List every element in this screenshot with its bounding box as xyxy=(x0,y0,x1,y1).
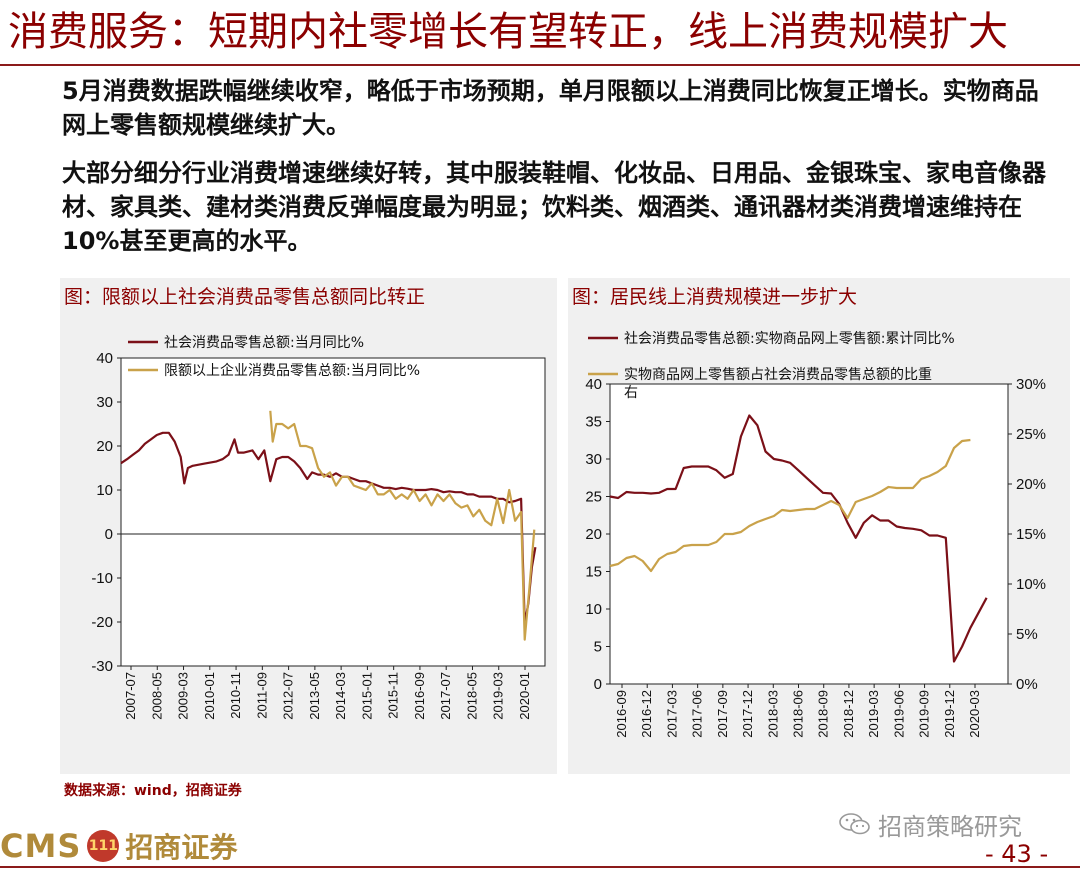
y-tick-label: 30 xyxy=(585,451,602,468)
x-tick-label: 2017-03 xyxy=(664,690,679,738)
legend-label: 实物商品网上零售额占社会消费品零售总额的比重 xyxy=(624,367,932,383)
x-tick-label: 2014-03 xyxy=(333,672,348,720)
x-tick-label: 2013-05 xyxy=(307,672,322,720)
legend-label: 右 xyxy=(624,385,638,401)
plot-area xyxy=(609,383,1009,685)
x-tick-label: 2020-03 xyxy=(967,690,982,738)
x-tick-label: 2018-12 xyxy=(841,690,856,738)
y2-tick-label: 5% xyxy=(1016,626,1038,643)
x-tick-label: 2007-07 xyxy=(123,672,138,720)
y-tick-label: 40 xyxy=(96,350,113,367)
x-tick-label: 2016-09 xyxy=(412,672,427,720)
data-source: 数据来源：wind，招商证券 xyxy=(64,783,242,799)
x-tick-label: 2017-07 xyxy=(438,672,453,720)
x-tick-label: 2015-11 xyxy=(386,672,401,719)
x-tick-label: 2011-09 xyxy=(254,672,269,719)
logo-cn: 招商证券 xyxy=(125,831,238,864)
x-tick-label: 2012-07 xyxy=(281,672,296,720)
paragraph-summary: 5月消费数据跌幅继续收窄，略低于市场预期，单月限额以上消费同比恢复正增长。实物商… xyxy=(62,77,1039,139)
y2-tick-label: 15% xyxy=(1016,526,1046,543)
legend-label: 限额以上企业消费品零售总额:当月同比% xyxy=(164,362,420,379)
x-tick-label: 2017-06 xyxy=(690,690,705,738)
series-line-online-share xyxy=(609,438,971,573)
x-tick-label: 2017-12 xyxy=(740,690,755,738)
y-tick-label: 0 xyxy=(105,526,113,543)
x-tick-label: 2018-09 xyxy=(816,690,831,738)
x-tick-label: 2019-06 xyxy=(891,690,906,738)
y2-tick-label: 20% xyxy=(1016,476,1046,493)
paragraph-details: 大部分细分行业消费增速继续好转，其中服装鞋帽、化妆品、日用品、金银珠宝、家电音像… xyxy=(62,159,1046,255)
x-tick-label: 2019-12 xyxy=(942,690,957,738)
y-tick-label: 20 xyxy=(585,526,602,543)
x-tick-label: 2010-11 xyxy=(228,672,243,719)
x-tick-label: 2008-05 xyxy=(149,672,164,720)
x-tick-label: 2019-03 xyxy=(491,672,506,720)
y-tick-label: 40 xyxy=(585,376,602,393)
chart-panel-left: 图：限额以上社会消费品零售总额同比转正 40 30 20 10 0 -10 -20 -30 20… xyxy=(60,278,557,774)
y-tick-label: 30 xyxy=(96,394,113,411)
chart-left-title: 图：限额以上社会消费品零售总额同比转正 xyxy=(64,286,426,308)
title-divider xyxy=(0,64,1080,66)
wechat-icon xyxy=(839,813,870,835)
x-tick-label: 2016-09 xyxy=(614,690,629,738)
chart-left: 40 30 20 10 0 -10 -20 -30 2007-07 2008-05 2009-03 2… xyxy=(91,335,546,720)
y-tick-label: 25 xyxy=(585,489,602,506)
x-tick-label: 2018-03 xyxy=(765,690,780,738)
series-line-online-growth xyxy=(609,414,988,663)
watermark-text: 招商策略研究 xyxy=(878,812,1022,841)
chart-right-title: 图：居民线上消费规模进一步扩大 xyxy=(572,286,858,308)
footer-divider xyxy=(0,866,1080,868)
x-tick-label: 2019-03 xyxy=(866,690,881,738)
y2-tick-label: 30% xyxy=(1016,376,1046,393)
legend-label: 社会消费品零售总额:当月同比% xyxy=(164,335,364,351)
x-tick-label: 2019-09 xyxy=(917,690,932,738)
x-tick-label: 2020-01 xyxy=(517,672,532,720)
page-number: - 43 - xyxy=(985,840,1049,868)
y-tick-label: 15 xyxy=(585,564,602,581)
legend-label: 社会消费品零售总额:实物商品网上零售额:累计同比% xyxy=(624,331,955,347)
x-tick-label: 2018-05 xyxy=(464,672,479,720)
x-tick-label: 2016-12 xyxy=(639,690,654,738)
y-tick-label: -30 xyxy=(91,658,113,675)
logo-badge-icon: 111 xyxy=(87,830,120,862)
plot-area xyxy=(120,357,546,667)
company-logo: CMS 111 招商证券 xyxy=(0,826,237,866)
chart-panel-right: 图：居民线上消费规模进一步扩大 40 35 30 25 20 15 10 5 0 30% 25% 20… xyxy=(568,278,1070,774)
y-tick-label: 10 xyxy=(585,601,602,618)
y-tick-label: 5 xyxy=(594,639,602,656)
y2-tick-label: 25% xyxy=(1016,426,1046,443)
x-tick-label: 2018-06 xyxy=(791,690,806,738)
y-tick-label: 10 xyxy=(96,482,113,499)
watermark: 招商策略研究 xyxy=(838,808,1022,841)
y-tick-label: 35 xyxy=(585,414,602,431)
x-tick-label: 2010-01 xyxy=(202,672,217,720)
series-line-above-limit xyxy=(269,410,536,641)
y-tick-label: 0 xyxy=(594,676,602,693)
page-title: 消费服务：短期内社零增长有望转正，线上消费规模扩大 xyxy=(8,9,1008,55)
series-line-retail-sales xyxy=(120,431,537,626)
y-tick-label: 20 xyxy=(96,438,113,455)
y-tick-label: -20 xyxy=(91,614,113,631)
x-tick-label: 2015-01 xyxy=(359,672,374,720)
y2-tick-label: 0% xyxy=(1016,676,1038,693)
x-tick-label: 2009-03 xyxy=(176,672,191,720)
logo-en: CMS xyxy=(0,827,82,865)
chart-right: 40 35 30 25 20 15 10 5 0 30% 25% 20% 15% 10% 5% 0% 2016-… xyxy=(585,331,1046,738)
x-tick-label: 2017-09 xyxy=(715,690,730,738)
y-tick-label: -10 xyxy=(91,570,113,587)
y2-tick-label: 10% xyxy=(1016,576,1046,593)
